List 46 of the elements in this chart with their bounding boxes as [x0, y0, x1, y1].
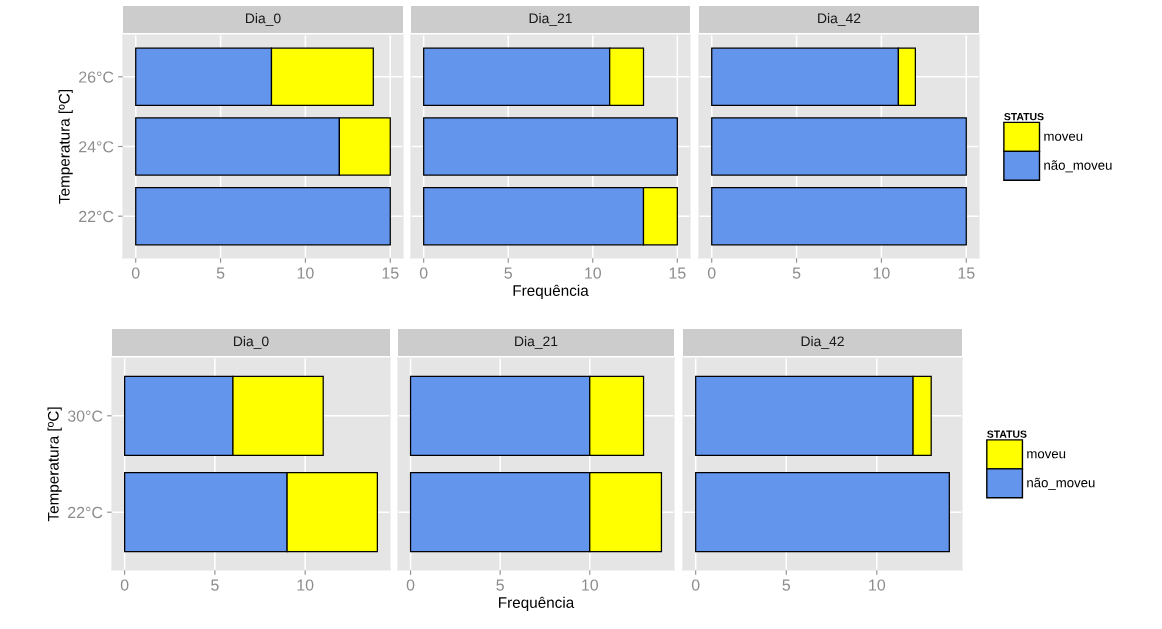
- x-tick-label: 0: [406, 579, 415, 591]
- legend-label: moveu: [1027, 451, 1066, 459]
- x-tick-label: 10: [582, 579, 599, 591]
- x-tick-label: 15: [669, 267, 686, 279]
- y-axis-title: Temperatura [ºC]: [58, 90, 73, 204]
- x-tick-label: 5: [496, 579, 504, 591]
- bar: [423, 117, 678, 176]
- legend-title: STATUS: [1004, 112, 1044, 121]
- bar: [711, 117, 967, 176]
- bar: [135, 186, 391, 246]
- x-tick-label: 5: [216, 267, 225, 279]
- chart-title: Dia_21: [529, 13, 572, 26]
- x-tick-label: 10: [873, 267, 890, 279]
- chart-title: Dia_42: [818, 13, 861, 26]
- y-tick-label: 22°C: [68, 506, 103, 519]
- x-tick-label: 10: [297, 267, 314, 279]
- x-tick-label: 0: [120, 579, 129, 591]
- y-tick-label: 22°C: [79, 210, 114, 223]
- x-tick-label: 15: [958, 267, 975, 279]
- x-tick-label: 5: [782, 579, 791, 591]
- x-tick-label: 5: [211, 579, 219, 591]
- x-tick-label: 0: [707, 267, 716, 279]
- y-axis-title: Temperatura [ºC]: [47, 407, 62, 522]
- y-tick-label: 24°C: [79, 141, 114, 153]
- legend-label: moveu: [1044, 133, 1083, 141]
- chart-title: Dia_0: [246, 13, 281, 26]
- x-tick-label: 10: [869, 579, 886, 591]
- x-tick-label: 5: [792, 267, 801, 279]
- bar: [711, 186, 967, 246]
- chart-title: Dia_0: [234, 336, 269, 349]
- x-tick-label: 5: [504, 267, 512, 279]
- x-tick-label: 10: [297, 579, 314, 591]
- y-tick-label: 30°C: [67, 410, 103, 422]
- x-axis-title: Frequência: [499, 596, 575, 611]
- chart-title: Dia_21: [515, 336, 558, 349]
- x-axis-title: Frequência: [513, 284, 589, 299]
- x-tick-label: 0: [691, 579, 700, 591]
- legend-label: não_moveu: [1027, 477, 1095, 490]
- x-tick-label: 10: [585, 267, 602, 279]
- x-tick-label: 0: [419, 267, 428, 279]
- y-tick-label: 26°C: [79, 71, 114, 83]
- x-tick-label: 0: [131, 267, 140, 279]
- legend-title: STATUS: [987, 430, 1027, 438]
- x-tick-label: 15: [382, 267, 399, 279]
- chart-title: Dia_42: [801, 336, 844, 349]
- legend-label: não_moveu: [1044, 160, 1112, 173]
